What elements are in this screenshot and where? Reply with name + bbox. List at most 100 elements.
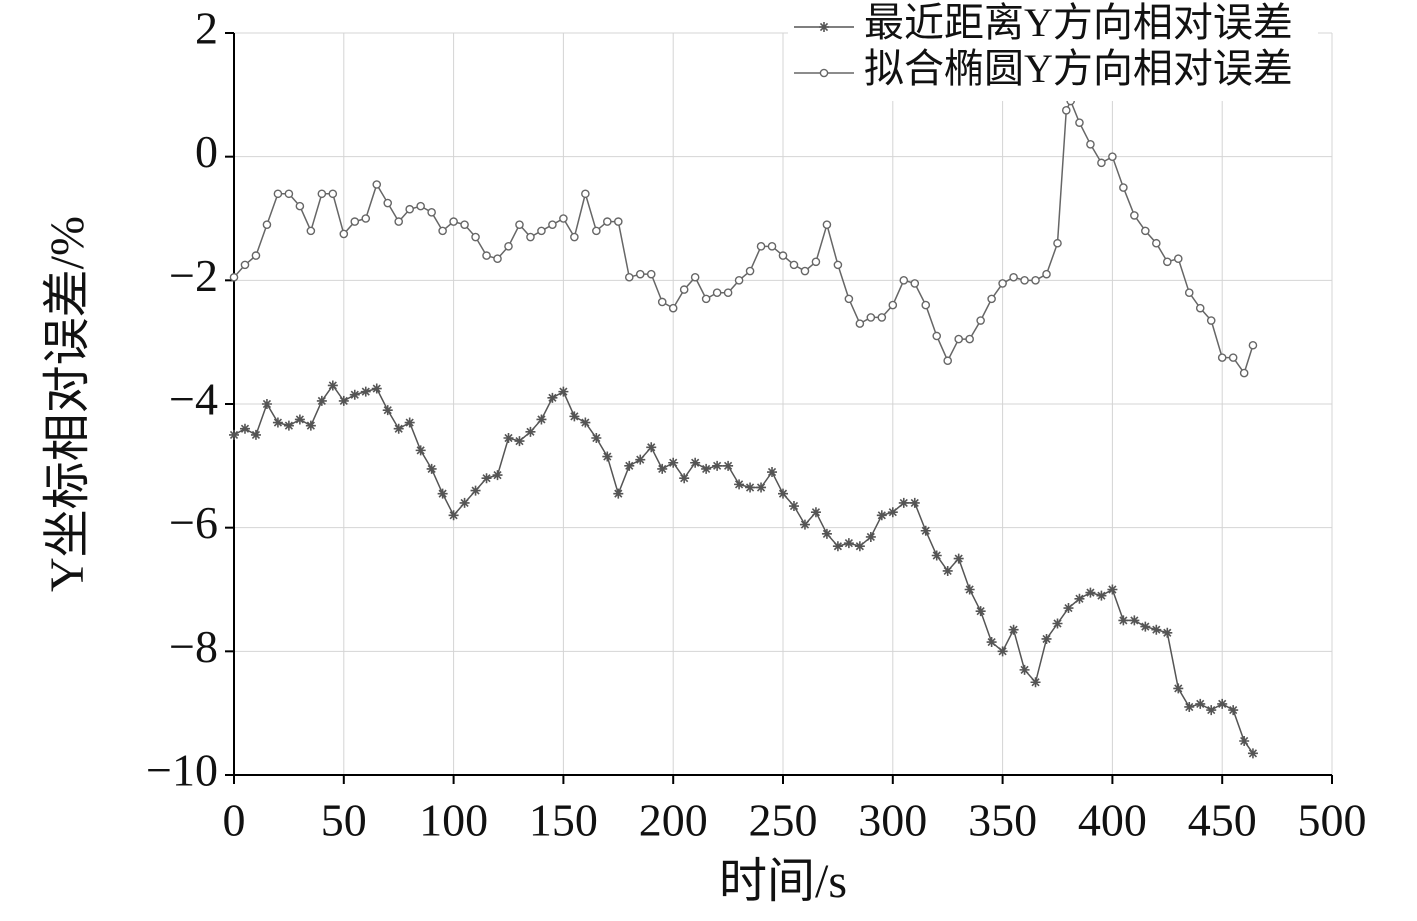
point <box>932 331 942 341</box>
point <box>382 405 393 416</box>
point <box>361 214 371 223</box>
point <box>405 204 414 214</box>
point <box>865 531 876 542</box>
point <box>844 294 854 304</box>
point <box>239 423 250 434</box>
point <box>371 383 382 394</box>
point <box>998 279 1007 288</box>
y-tick-label: 0 <box>195 126 218 177</box>
point <box>471 232 480 242</box>
point <box>1163 257 1172 267</box>
legend-box <box>788 13 1318 101</box>
point <box>547 392 558 403</box>
point <box>832 541 843 552</box>
point <box>723 460 734 471</box>
point <box>712 460 723 471</box>
point <box>581 189 590 199</box>
point <box>603 217 612 226</box>
point <box>1228 353 1238 362</box>
point <box>284 189 294 199</box>
point <box>855 319 865 328</box>
x-tick-label: 200 <box>639 795 708 846</box>
point <box>580 417 591 428</box>
point <box>1008 624 1019 635</box>
point <box>767 242 777 251</box>
point <box>591 433 602 444</box>
point <box>1042 269 1051 279</box>
point <box>789 260 799 270</box>
y-tick-label: −10 <box>146 745 218 796</box>
point <box>888 300 898 310</box>
point <box>877 313 887 322</box>
point <box>1173 254 1183 263</box>
point <box>1184 701 1195 712</box>
point <box>383 198 393 208</box>
x-tick-label: 0 <box>223 795 246 846</box>
point <box>415 445 426 456</box>
point <box>1052 618 1063 629</box>
point <box>898 497 909 508</box>
point <box>624 460 635 471</box>
point <box>460 220 469 229</box>
point <box>1151 624 1162 635</box>
point <box>723 288 733 298</box>
point <box>1141 226 1150 236</box>
point <box>372 180 382 189</box>
point <box>1108 152 1117 161</box>
point <box>536 414 547 425</box>
point <box>690 457 701 468</box>
point <box>1184 288 1194 298</box>
point <box>1173 683 1184 694</box>
point <box>866 313 876 322</box>
point <box>229 429 239 440</box>
point <box>1107 584 1118 595</box>
point <box>1152 238 1161 248</box>
point <box>229 272 239 282</box>
point <box>1020 276 1029 285</box>
point <box>1031 276 1040 285</box>
point <box>1075 118 1084 127</box>
point <box>261 399 272 409</box>
legend-label: 拟合椭圆Y方向相对误差 <box>864 46 1293 91</box>
point <box>570 232 579 242</box>
point <box>305 420 316 431</box>
legend-label: 最近距离Y方向相对误差 <box>864 0 1293 45</box>
point <box>328 189 338 199</box>
point <box>756 482 767 493</box>
point <box>1097 158 1106 168</box>
point <box>449 217 458 226</box>
point <box>338 395 349 406</box>
point <box>416 201 425 211</box>
point <box>1074 593 1085 604</box>
point <box>1248 340 1258 350</box>
point <box>965 334 974 344</box>
point <box>822 220 832 229</box>
point <box>283 420 294 431</box>
point <box>679 473 690 484</box>
point <box>921 300 931 310</box>
point <box>349 389 360 400</box>
point <box>360 386 371 397</box>
point <box>558 386 569 397</box>
point <box>316 395 327 406</box>
point <box>756 242 766 251</box>
point <box>1228 705 1239 716</box>
point <box>854 541 865 552</box>
point <box>701 463 712 474</box>
point <box>987 294 996 304</box>
legend-marker <box>819 22 829 32</box>
point <box>679 285 689 294</box>
point <box>1130 211 1139 220</box>
point <box>273 189 283 199</box>
point <box>745 266 755 276</box>
point <box>1140 621 1151 632</box>
point <box>514 436 525 447</box>
point <box>503 433 514 444</box>
point <box>537 226 546 236</box>
y-tick-label: −6 <box>169 497 218 548</box>
point <box>646 269 656 279</box>
point <box>1119 183 1128 192</box>
point <box>339 229 349 239</box>
x-tick-label: 250 <box>749 795 818 846</box>
